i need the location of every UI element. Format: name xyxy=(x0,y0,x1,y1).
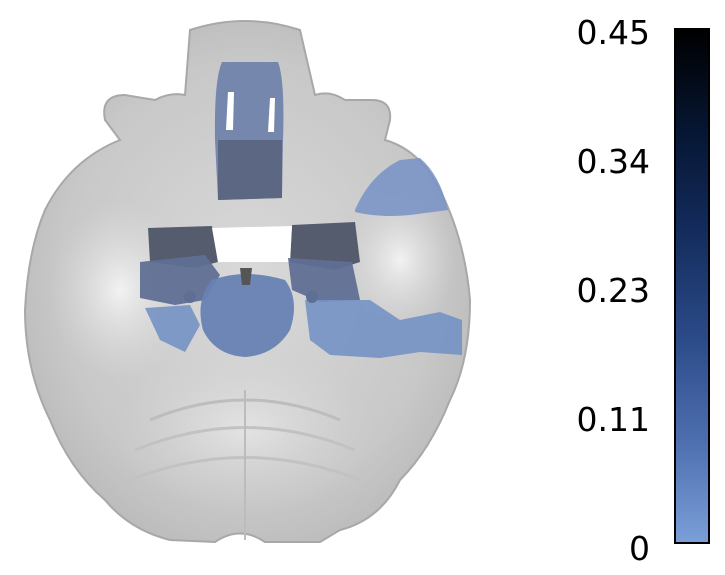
colorbar-tick-label: 0.45 xyxy=(576,13,650,52)
overlay-temporal-upper-region xyxy=(355,158,448,216)
overlay-right-dark-region xyxy=(290,222,360,270)
brain-slice-image xyxy=(23,20,472,544)
overlay-left-medial-temporal-region xyxy=(140,255,220,305)
colorbar-tick-label: 0.34 xyxy=(576,142,650,181)
colorbar xyxy=(674,28,710,544)
colorbar-tick-label: 0.11 xyxy=(576,400,650,439)
overlay-temporal-lower-region xyxy=(305,300,462,358)
overlay-brainstem-region xyxy=(200,274,294,357)
colorbar-tick-label: 0.23 xyxy=(576,271,650,310)
colorbar-tick-label: 0 xyxy=(629,529,650,568)
overlay-right-medial-temporal-region xyxy=(288,258,360,302)
